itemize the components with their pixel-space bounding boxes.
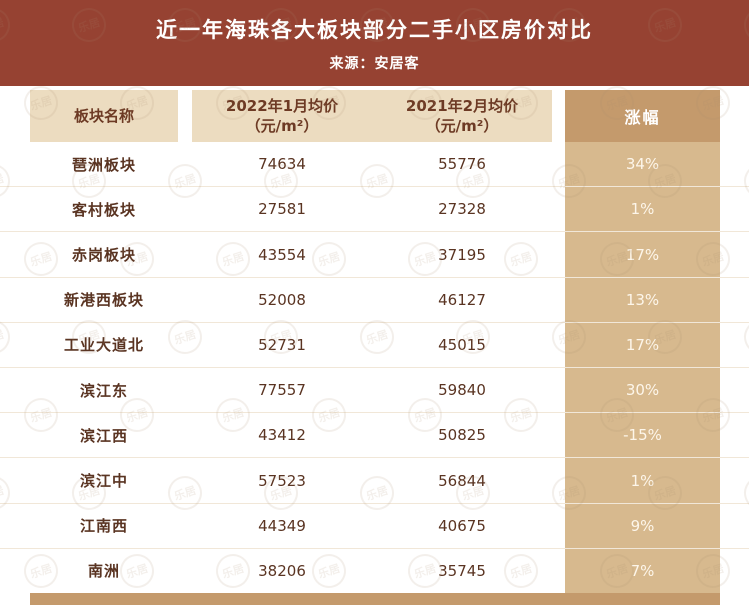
column-gap [552,368,565,412]
column-gap [178,413,192,457]
column-gap [178,232,192,276]
price-table: 板块名称 2022年1月均价 （元/m²） 2021年2月均价 （元/m²） 涨… [0,86,749,594]
cell-change: 1% [565,187,720,232]
header-price-2022-unit: （元/m²） [245,117,319,135]
column-gap [178,504,192,548]
bottom-accent-bar [30,593,720,605]
cell-district: 工业大道北 [63,336,144,355]
column-gap [178,90,192,142]
header-price-2022: 2022年1月均价 （元/m²） [192,90,372,142]
column-gap [178,323,192,367]
cell-price-2022: 43554 [258,245,306,264]
cell-change: 34% [565,142,720,187]
column-gap [552,232,565,276]
column-gap [552,504,565,548]
cell-district: 赤岗板块 [71,246,136,264]
header-price-2021: 2021年2月均价 （元/m²） [372,90,552,142]
column-gap [552,142,565,186]
cell-change: 30% [565,368,720,413]
cell-price-2021: 59840 [438,381,486,400]
header-price-2021-unit: （元/m²） [425,117,499,135]
cell-change: 13% [565,277,720,322]
cell-price-2022: 77557 [258,381,306,400]
header-change-label: 涨幅 [624,108,661,127]
table-row: 滨江东 77557 59840 30% [0,368,749,414]
cell-district: 琶洲板块 [71,155,136,174]
cell-price-2021: 56844 [438,471,486,490]
header-change: 涨幅 [565,90,720,142]
table-row: 南洲 38206 35745 7% [0,548,749,594]
cell-price-2022: 44349 [258,516,306,535]
page-title: 近一年海珠各大板块部分二手小区房价对比 [156,17,593,42]
cell-change: 17% [565,322,720,368]
cell-district: 滨江中 [79,472,128,491]
cell-price-2022: 74634 [258,155,306,174]
cell-change: 7% [565,548,720,594]
cell-district: 滨江东 [79,381,128,400]
table-row: 客村板块 27581 27328 1% [0,187,749,233]
table-row: 滨江西 43412 50825 -15% [0,413,749,459]
column-gap [552,278,565,322]
column-gap [178,458,192,502]
cell-price-2022: 43412 [258,426,306,445]
column-gap [178,142,192,186]
cell-price-2022: 57523 [258,471,306,490]
cell-price-2021: 50825 [438,426,486,445]
table-row: 滨江中 57523 56844 1% [0,458,749,504]
cell-price-2022: 52731 [258,335,306,354]
cell-district: 客村板块 [71,200,136,219]
table-row: 赤岗板块 43554 37195 17% [0,232,749,278]
cell-price-2021: 27328 [438,200,486,219]
column-gap [552,187,565,231]
table-row: 江南西 44349 40675 9% [0,503,749,549]
table-row: 工业大道北 52731 45015 17% [0,322,749,369]
cell-change: 9% [565,503,720,548]
column-gap [178,549,192,593]
column-gap [552,323,565,367]
column-gap [552,549,565,593]
cell-price-2022: 27581 [258,200,306,219]
cell-change: 17% [565,232,720,277]
cell-price-2021: 55776 [438,155,486,174]
cell-price-2021: 46127 [438,290,486,309]
column-gap [178,368,192,412]
cell-price-2021: 35745 [438,561,486,580]
column-gap [178,278,192,322]
cell-price-2022: 38206 [258,561,306,580]
table-body: 琶洲板块 74634 55776 34% 客村板块 27581 27328 1%… [0,142,749,594]
column-gap [552,90,565,142]
header-district-label: 板块名称 [73,106,134,125]
source-label: 来源：安居客 [329,55,420,72]
title-banner: 近一年海珠各大板块部分二手小区房价对比 来源：安居客 [0,0,749,86]
table-header-row: 板块名称 2022年1月均价 （元/m²） 2021年2月均价 （元/m²） 涨… [0,90,749,142]
cell-price-2021: 40675 [438,516,486,535]
header-price-2021-line1: 2021年2月均价 [405,96,519,115]
cell-district: 新港西板块 [63,291,144,310]
cell-change: -15% [565,413,720,458]
column-gap [552,458,565,502]
cell-price-2022: 52008 [258,290,306,309]
cell-district: 南洲 [87,562,120,581]
column-gap [178,187,192,231]
cell-price-2021: 45015 [438,335,486,354]
cell-district: 滨江西 [79,426,128,445]
cell-district: 江南西 [79,517,128,536]
cell-change: 1% [565,458,720,503]
header-district: 板块名称 [30,90,178,142]
table-row: 琶洲板块 74634 55776 34% [0,142,749,188]
cell-price-2021: 37195 [438,245,486,264]
header-price-2022-line1: 2022年1月均价 [225,96,339,115]
table-row: 新港西板块 52008 46127 13% [0,277,749,323]
column-gap [552,413,565,457]
